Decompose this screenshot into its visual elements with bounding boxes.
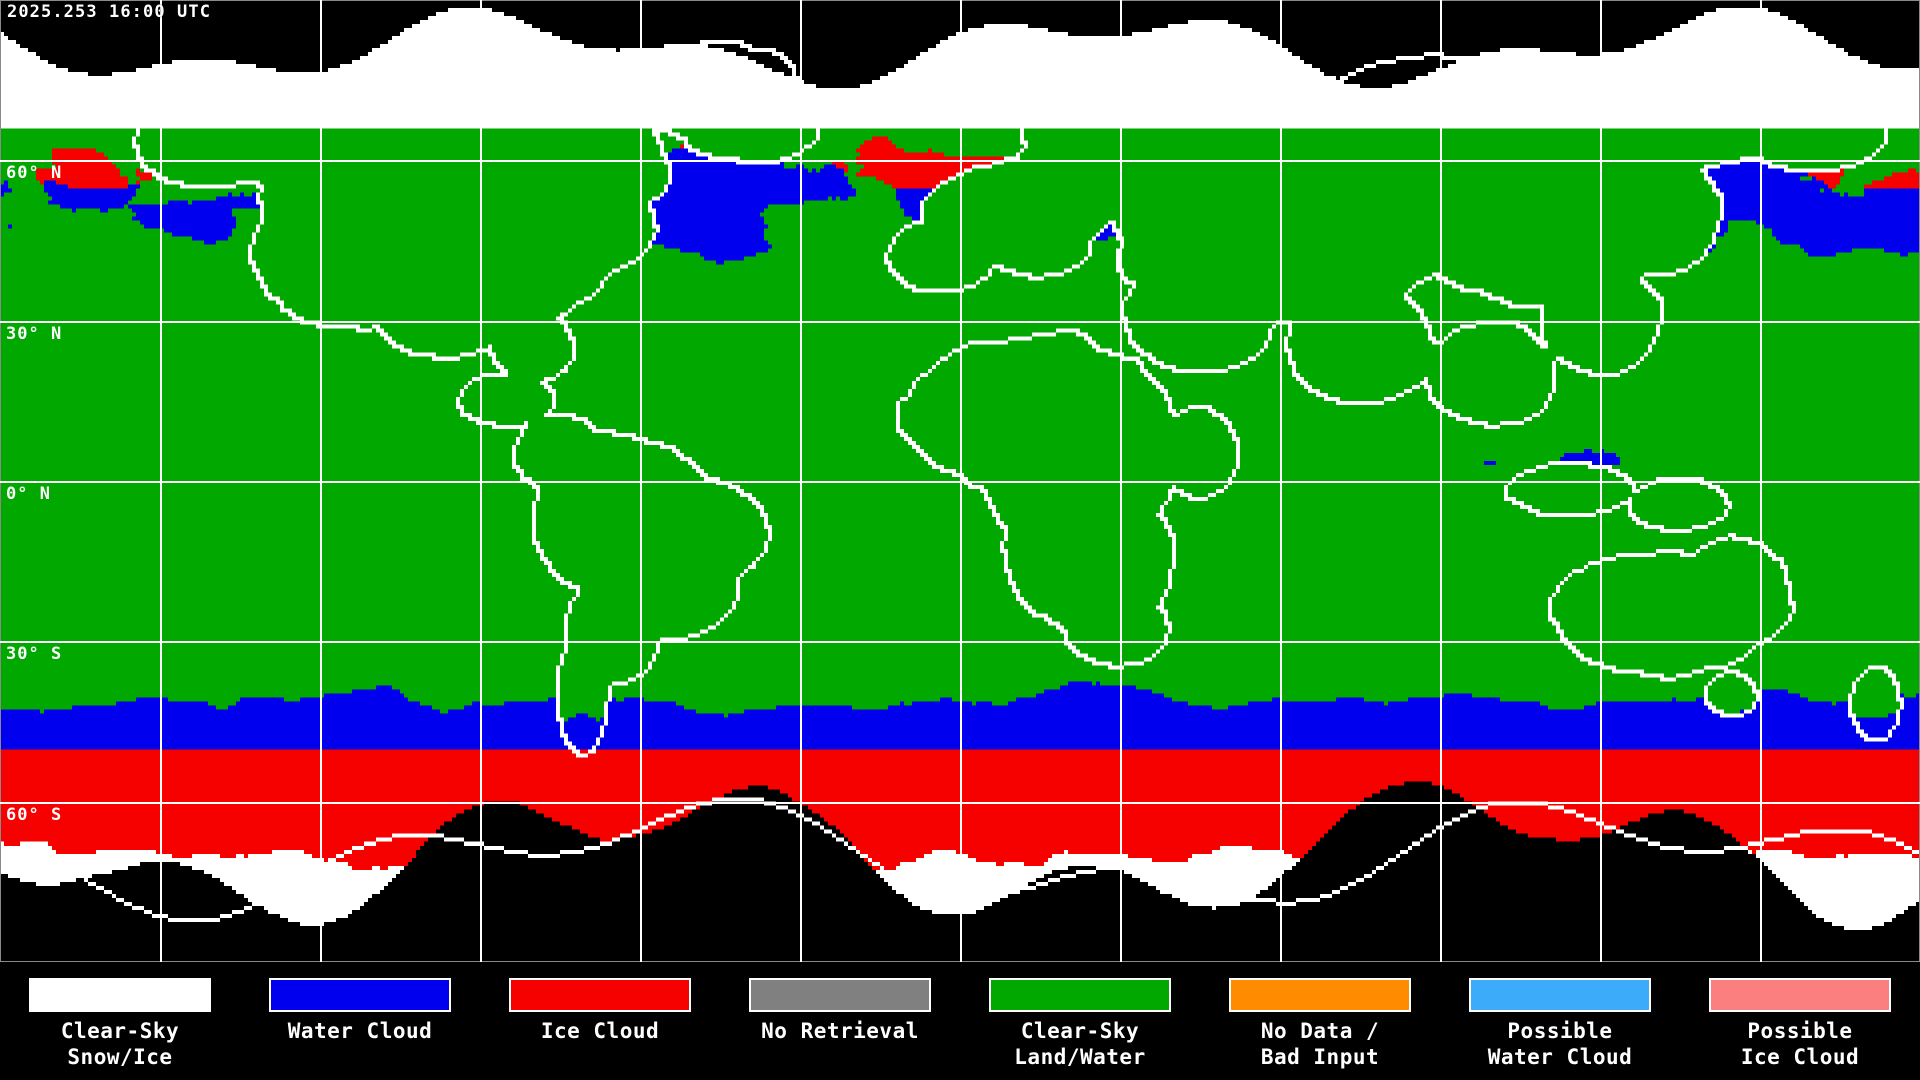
latitude-label: 0° N bbox=[6, 484, 51, 504]
gridline-longitude bbox=[1120, 0, 1122, 962]
latitude-label: 60° N bbox=[6, 163, 63, 183]
legend-swatch bbox=[989, 978, 1171, 1012]
gridline-longitude bbox=[1600, 0, 1602, 962]
global-map-panel[interactable]: 60° N 30° N 0° N 30° S 60° S 2025.253 16:00 … bbox=[0, 0, 1920, 962]
legend-item-label: Ice Cloud bbox=[540, 1019, 660, 1043]
gridline-longitude bbox=[1760, 0, 1762, 962]
legend-swatch bbox=[509, 978, 691, 1012]
latitude-label: 30° N bbox=[6, 324, 63, 344]
gridline-longitude bbox=[640, 0, 642, 962]
legend-swatch bbox=[1229, 978, 1411, 1012]
gridline-longitude bbox=[1440, 0, 1442, 962]
legend-item-label: Clear-Sky Snow/Ice bbox=[60, 1019, 180, 1069]
legend-item[interactable]: No Retrieval bbox=[720, 962, 960, 1044]
legend-item[interactable]: No Data / Bad Input bbox=[1200, 962, 1440, 1070]
legend-item[interactable]: Ice Cloud bbox=[480, 962, 720, 1044]
gridline-longitude bbox=[320, 0, 322, 962]
gridline-longitude bbox=[480, 0, 482, 962]
legend: Clear-Sky Snow/Ice Water Cloud Ice Cloud No… bbox=[0, 962, 1920, 1080]
legend-swatch bbox=[749, 978, 931, 1012]
latitude-label: 60° S bbox=[6, 805, 63, 825]
legend-item[interactable]: Possible Ice Cloud bbox=[1680, 962, 1920, 1070]
legend-item[interactable]: Possible Water Cloud bbox=[1440, 962, 1680, 1070]
legend-item[interactable]: Clear-Sky Land/Water bbox=[960, 962, 1200, 1070]
legend-item[interactable]: Water Cloud bbox=[240, 962, 480, 1044]
legend-swatch bbox=[269, 978, 451, 1012]
gridline-longitude bbox=[960, 0, 962, 962]
legend-item-label: Possible Ice Cloud bbox=[1740, 1019, 1860, 1069]
legend-item-label: Water Cloud bbox=[287, 1019, 433, 1043]
legend-swatch bbox=[1469, 978, 1651, 1012]
legend-swatch bbox=[1709, 978, 1891, 1012]
gridline-longitude bbox=[160, 0, 162, 962]
legend-item-label: Clear-Sky Land/Water bbox=[1014, 1019, 1146, 1069]
timestamp-label: 2025.253 16:00 UTC bbox=[7, 2, 212, 22]
legend-item-label: Possible Water Cloud bbox=[1487, 1019, 1633, 1069]
gridline-longitude bbox=[1280, 0, 1282, 962]
gridline-longitude bbox=[800, 0, 802, 962]
legend-item[interactable]: Clear-Sky Snow/Ice bbox=[0, 962, 240, 1070]
legend-item-label: No Retrieval bbox=[761, 1019, 919, 1043]
legend-item-label: No Data / Bad Input bbox=[1260, 1019, 1380, 1069]
latitude-label: 30° S bbox=[6, 644, 63, 664]
legend-swatch bbox=[29, 978, 211, 1012]
